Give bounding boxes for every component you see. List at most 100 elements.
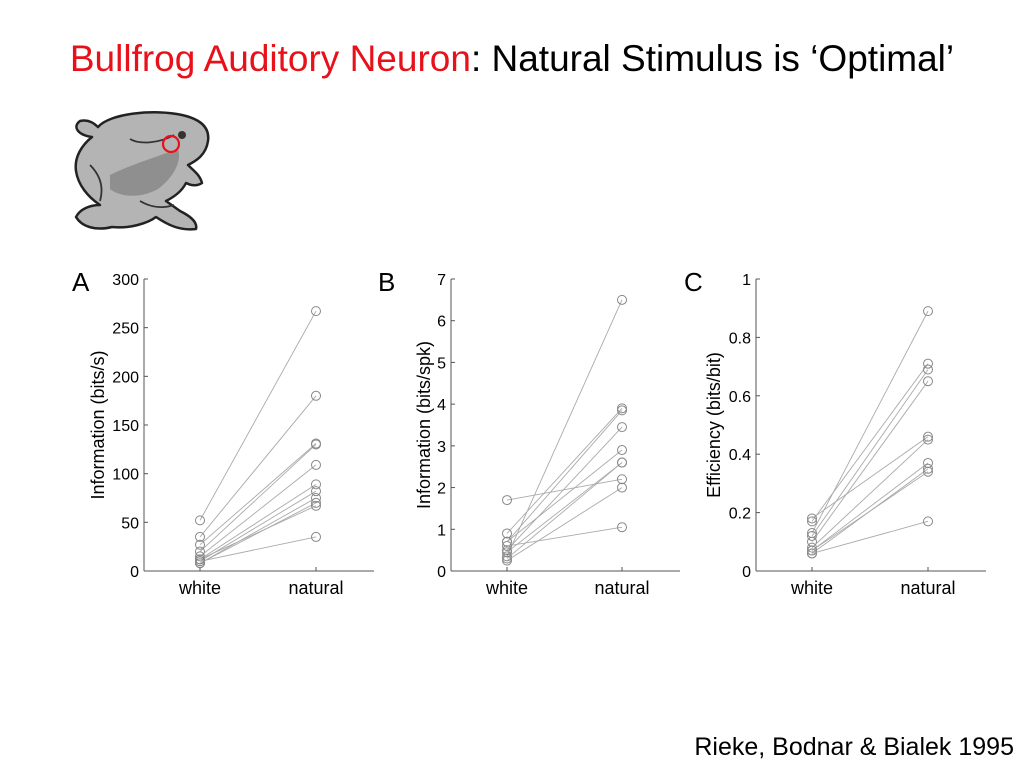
pair-line <box>199 483 317 560</box>
pair-line <box>199 395 317 538</box>
pair-line <box>506 449 623 543</box>
white-point <box>502 528 512 539</box>
y-tick-label: 50 <box>121 515 139 532</box>
natural-point <box>311 479 321 490</box>
ylabel-b: Information (bits/spk) <box>414 341 434 509</box>
white-point <box>807 545 817 556</box>
y-tick-label: 0.6 <box>729 389 751 406</box>
pair-line <box>811 462 929 551</box>
y-tick-label: 0.4 <box>729 447 751 464</box>
frog-shade <box>110 149 180 196</box>
natural-point <box>617 522 627 533</box>
white-point <box>502 547 512 558</box>
chart-c: C Efficiency (bits/bit) 0 0.2 0.4 0.6 0.8 1 wh… <box>684 267 986 598</box>
pair-line <box>199 505 317 560</box>
white-point <box>195 556 205 567</box>
natural-point <box>617 294 627 305</box>
pair-line <box>199 490 317 562</box>
y-tick-label: 2 <box>437 481 446 498</box>
slide-title: Bullfrog Auditory Neuron: Natural Stimul… <box>0 38 1024 80</box>
natural-point <box>923 466 933 477</box>
natural-point <box>617 474 627 485</box>
x-tick-label: natural <box>288 578 343 598</box>
panel-label-b: B <box>378 267 395 297</box>
pair-line <box>811 380 929 543</box>
natural-point <box>923 431 933 442</box>
pair-line <box>506 426 623 551</box>
pair-line <box>506 408 623 534</box>
natural-point <box>311 500 321 511</box>
natural-point <box>311 497 321 508</box>
x-tick-label: white <box>485 578 528 598</box>
pair-line <box>811 369 929 537</box>
white-point <box>195 531 205 542</box>
x-tick-label: white <box>178 578 221 598</box>
title-rest: : Natural Stimulus is ‘Optimal’ <box>470 38 955 79</box>
natural-point <box>311 390 321 401</box>
ylabel-a: Information (bits/s) <box>88 350 108 499</box>
panel-label-c: C <box>684 267 703 297</box>
y-tick-label: 5 <box>437 355 446 372</box>
pair-line <box>199 443 317 546</box>
natural-point <box>617 445 627 456</box>
natural-point <box>311 493 321 503</box>
pair-line <box>506 462 623 553</box>
natural-point <box>617 482 627 493</box>
white-point <box>502 555 512 566</box>
y-tick-label: 3 <box>437 439 446 456</box>
pair-line <box>811 363 929 522</box>
title-highlight: Bullfrog Auditory Neuron <box>69 38 471 79</box>
natural-point <box>923 434 933 445</box>
pair-line <box>506 487 623 561</box>
pair-line <box>199 536 317 562</box>
ylabel-c: Efficiency (bits/bit) <box>704 352 724 498</box>
y-tick-label: 7 <box>437 272 446 289</box>
chart-b: B Information (bits/spk) 0 1 2 3 4 5 6 7 white na… <box>378 267 680 598</box>
y-tick-label: 1 <box>437 522 446 539</box>
natural-point <box>923 358 933 369</box>
natural-point <box>923 376 933 387</box>
pair-line <box>506 478 623 501</box>
y-tick-label: 0.8 <box>729 330 751 347</box>
natural-point <box>311 486 321 497</box>
y-tick-label: 0 <box>437 564 446 581</box>
natural-point <box>617 457 627 468</box>
x-tick-label: white <box>790 578 833 598</box>
pair-line <box>199 497 317 564</box>
red-circle-icon <box>161 134 181 154</box>
y-tick-label: 100 <box>112 467 139 484</box>
panel-label-a: A <box>72 267 90 297</box>
natural-point <box>311 459 321 470</box>
white-point <box>195 539 205 550</box>
x-tick-label: natural <box>594 578 649 598</box>
y-tick-label: 0 <box>742 564 751 581</box>
white-point <box>807 516 817 527</box>
y-tick-label: 6 <box>437 314 446 331</box>
natural-point <box>923 364 933 375</box>
x-tick-label: natural <box>900 578 955 598</box>
y-tick-label: 0.2 <box>729 506 751 523</box>
natural-point <box>311 306 321 317</box>
y-tick-label: 4 <box>437 397 446 414</box>
y-tick-label: 250 <box>112 321 139 338</box>
natural-point <box>617 405 627 416</box>
pair-line <box>506 462 623 559</box>
frog-eye <box>178 131 186 139</box>
pair-line <box>506 299 623 557</box>
white-point <box>807 513 817 524</box>
natural-point <box>923 306 933 317</box>
natural-point <box>311 531 321 542</box>
pair-line <box>811 520 929 554</box>
pair-line <box>811 436 929 519</box>
citation: Rieke, Bodnar & Bialek 1995 <box>694 733 1014 761</box>
white-point <box>502 536 512 547</box>
natural-point <box>923 516 933 527</box>
y-tick-label: 300 <box>112 272 139 289</box>
y-tick-label: 1 <box>742 272 751 289</box>
pair-line <box>811 471 929 551</box>
natural-point <box>617 422 627 433</box>
pair-line <box>811 310 929 534</box>
y-tick-label: 0 <box>130 564 139 581</box>
white-point <box>807 548 817 559</box>
